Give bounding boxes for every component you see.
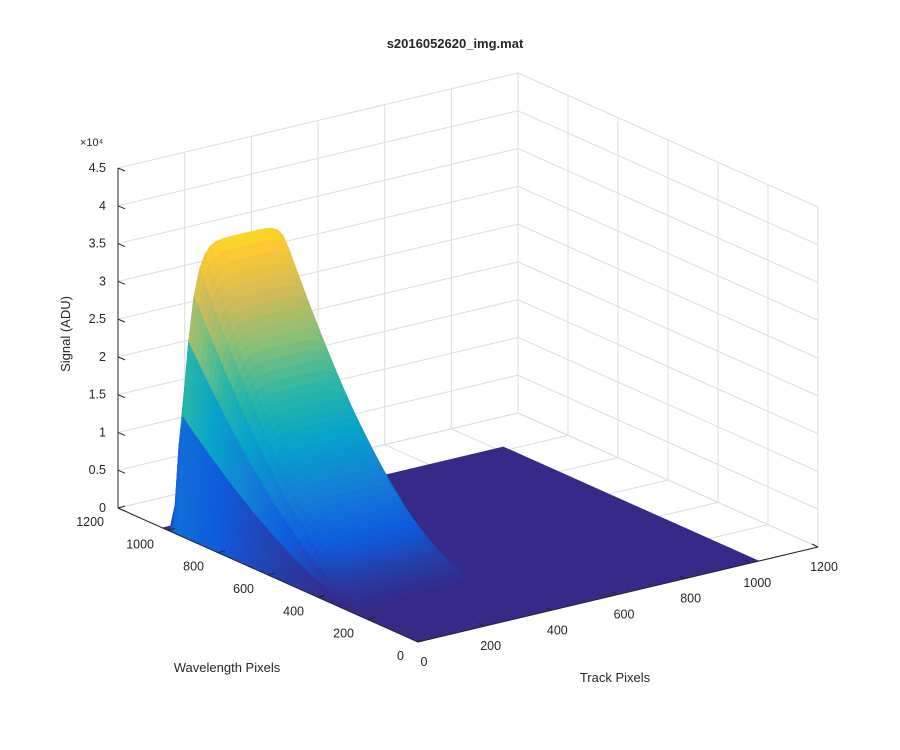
z-tick-label-3: 1.5 bbox=[89, 388, 106, 402]
grid-line-back-z-5 bbox=[117, 223, 519, 320]
x-tick-mark-3 bbox=[611, 591, 619, 595]
grid-line-side-z-6 bbox=[517, 185, 819, 321]
grid-line-side-z-7 bbox=[517, 148, 819, 284]
x-tick-label-6: 1200 bbox=[810, 560, 838, 574]
z-tick-label-0: 0 bbox=[99, 501, 106, 515]
grid-line-side-z-4 bbox=[517, 261, 819, 397]
y-tick-label-4: 800 bbox=[183, 560, 204, 574]
grid-line-side-z-5 bbox=[517, 223, 819, 359]
y-tick-label-3: 600 bbox=[233, 582, 254, 596]
grid-line-back-z-7 bbox=[117, 148, 519, 245]
x-tick-mark-2 bbox=[545, 606, 552, 611]
axis-layer bbox=[117, 167, 819, 643]
y-tick-mark-6 bbox=[117, 505, 126, 509]
y-tick-mark-5 bbox=[167, 527, 176, 531]
grid-line-back-z-8 bbox=[117, 110, 519, 207]
y-tick-mark-3 bbox=[267, 572, 276, 576]
x-tick-mark-6 bbox=[811, 543, 819, 548]
z-tick-mark-1 bbox=[117, 469, 126, 474]
z-tick-mark-8 bbox=[117, 205, 126, 210]
surface-layer bbox=[162, 227, 760, 642]
z-tick-mark-6 bbox=[117, 280, 126, 285]
z-tick-mark-2 bbox=[117, 431, 126, 436]
x-axis-label: Track Pixels bbox=[580, 670, 651, 685]
z-tick-label-1: 0.5 bbox=[89, 463, 106, 477]
grid-line-back-z-4 bbox=[117, 261, 519, 358]
chart-title: s2016052620_img.mat bbox=[387, 36, 524, 51]
grid-line-side-z-3 bbox=[517, 299, 819, 435]
grid-line-side-z-8 bbox=[517, 110, 819, 246]
y-tick-label-0: 0 bbox=[397, 649, 404, 663]
grid-line-side-z-2 bbox=[517, 336, 819, 472]
y-tick-label-1: 200 bbox=[333, 627, 354, 641]
z-tick-mark-0 bbox=[117, 507, 126, 512]
z-tick-label-8: 4 bbox=[99, 199, 106, 213]
z-tick-mark-4 bbox=[117, 356, 126, 361]
z-tick-label-5: 2.5 bbox=[89, 312, 106, 326]
z-tick-label-9: 4.5 bbox=[89, 161, 106, 175]
y-tick-mark-0 bbox=[417, 639, 426, 643]
y-tick-label-2: 400 bbox=[283, 604, 304, 618]
z-tick-mark-9 bbox=[117, 167, 126, 172]
x-tick-label-0: 0 bbox=[421, 655, 428, 669]
x-tick-label-3: 600 bbox=[614, 608, 635, 622]
z-tick-label-4: 2 bbox=[99, 350, 106, 364]
y-tick-mark-1 bbox=[367, 617, 376, 621]
tick-layer: 0200400600800100012000200400600800100012… bbox=[76, 161, 838, 669]
z-tick-label-6: 3 bbox=[99, 274, 106, 288]
z-tick-mark-7 bbox=[117, 243, 126, 248]
x-tick-label-5: 1000 bbox=[743, 576, 771, 590]
grid-line-back-z-6 bbox=[117, 185, 519, 282]
y-tick-mark-2 bbox=[317, 594, 326, 598]
y-tick-label-5: 1000 bbox=[126, 537, 154, 551]
grid-line-side-z-9 bbox=[517, 72, 819, 208]
z-tick-mark-5 bbox=[117, 318, 126, 323]
x-tick-mark-1 bbox=[478, 622, 485, 627]
x-tick-mark-4 bbox=[678, 575, 685, 580]
grid-line-back-z-9 bbox=[117, 72, 519, 169]
y-axis-label: Wavelength Pixels bbox=[174, 660, 281, 675]
y-tick-label-6: 1200 bbox=[76, 515, 104, 529]
z-exponent-label: ×10⁴ bbox=[80, 137, 104, 149]
grid-line-side-z-1 bbox=[517, 374, 819, 510]
y-tick-mark-4 bbox=[217, 550, 226, 554]
grid-line-side-z-0 bbox=[517, 412, 819, 548]
z-tick-mark-3 bbox=[117, 394, 126, 399]
z-tick-label-7: 3.5 bbox=[89, 237, 106, 251]
x-tick-label-4: 800 bbox=[680, 592, 701, 606]
x-tick-mark-5 bbox=[745, 559, 752, 564]
z-tick-label-2: 1 bbox=[99, 425, 106, 439]
z-axis-label: Signal (ADU) bbox=[58, 296, 73, 372]
x-tick-label-1: 200 bbox=[480, 639, 501, 653]
x-tick-label-2: 400 bbox=[547, 623, 568, 637]
x-tick-mark-0 bbox=[411, 638, 419, 643]
surface-patch bbox=[348, 603, 360, 609]
